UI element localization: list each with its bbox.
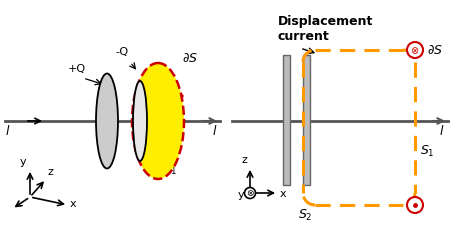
Text: x: x [70, 199, 77, 209]
Text: $\partial S$: $\partial S$ [182, 52, 198, 65]
Bar [283, 55, 290, 185]
Text: $S_1$: $S_1$ [420, 144, 435, 159]
Text: l: l [6, 125, 9, 138]
Circle shape [244, 188, 256, 198]
Text: $\partial S$: $\partial S$ [427, 44, 443, 57]
Text: l: l [213, 125, 216, 138]
Text: $S_1$: $S_1$ [163, 162, 178, 177]
Text: $\otimes$: $\otimes$ [246, 188, 254, 198]
Circle shape [407, 42, 423, 58]
Text: l: l [440, 125, 444, 138]
Bar [303, 55, 310, 185]
Ellipse shape [133, 81, 147, 161]
Ellipse shape [96, 74, 118, 168]
Text: $S_2$: $S_2$ [298, 208, 313, 223]
Text: -Q: -Q [115, 47, 128, 57]
Circle shape [407, 197, 423, 213]
Text: Displacement
current: Displacement current [278, 15, 374, 43]
Text: $\otimes$: $\otimes$ [410, 45, 419, 55]
Text: z: z [242, 155, 248, 165]
Text: y: y [20, 157, 27, 167]
Text: x: x [280, 189, 287, 199]
Ellipse shape [132, 63, 184, 179]
Text: +Q: +Q [68, 64, 86, 74]
Text: y: y [238, 190, 245, 200]
Text: z: z [48, 167, 54, 177]
